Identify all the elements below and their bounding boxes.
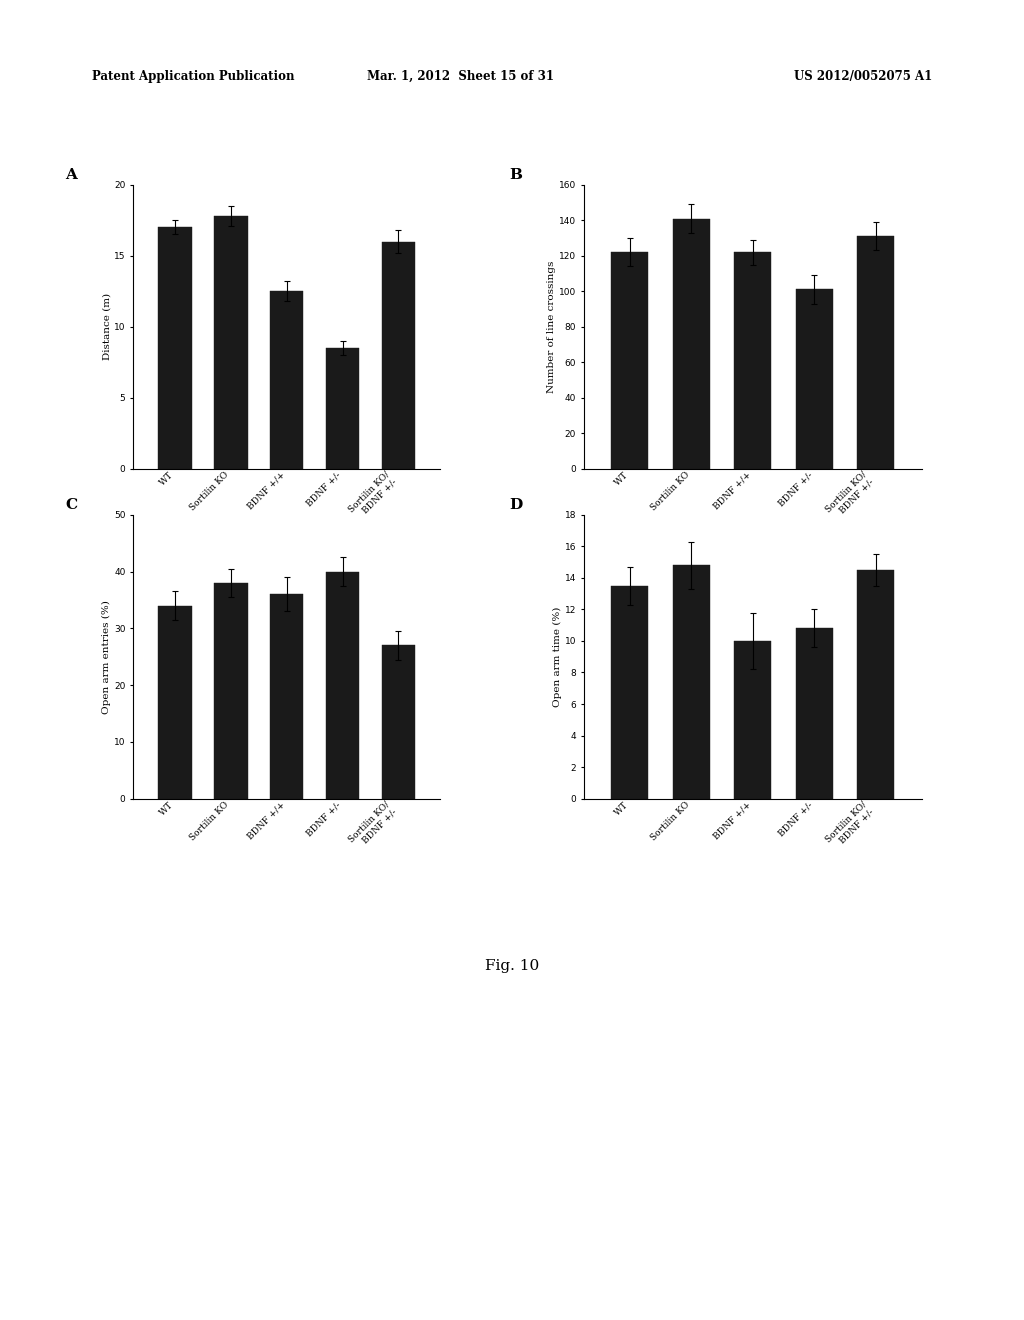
Bar	[734, 642, 771, 799]
Bar	[159, 606, 191, 799]
Bar	[270, 594, 303, 799]
Bar	[270, 292, 303, 469]
Bar	[673, 219, 710, 469]
Text: C: C	[66, 498, 78, 512]
Bar	[796, 628, 833, 799]
Bar	[673, 565, 710, 799]
Y-axis label: Number of line crossings: Number of line crossings	[547, 260, 556, 393]
Bar	[857, 236, 894, 469]
Bar	[159, 227, 191, 469]
Bar	[382, 242, 415, 469]
Bar	[214, 216, 248, 469]
Bar	[326, 572, 359, 799]
Y-axis label: Distance (m): Distance (m)	[102, 293, 112, 360]
Text: Fig. 10: Fig. 10	[485, 960, 539, 973]
Bar	[796, 289, 833, 469]
Bar	[857, 570, 894, 799]
Y-axis label: Open arm entries (%): Open arm entries (%)	[102, 599, 112, 714]
Bar	[382, 645, 415, 799]
Text: B: B	[509, 168, 522, 182]
Bar	[734, 252, 771, 469]
Bar	[611, 252, 648, 469]
Bar	[214, 583, 248, 799]
Text: Mar. 1, 2012  Sheet 15 of 31: Mar. 1, 2012 Sheet 15 of 31	[368, 70, 554, 83]
Bar	[326, 348, 359, 469]
Y-axis label: Open arm time (%): Open arm time (%)	[553, 606, 562, 708]
Text: A: A	[66, 168, 78, 182]
Text: D: D	[509, 498, 522, 512]
Text: Patent Application Publication: Patent Application Publication	[92, 70, 295, 83]
Text: US 2012/0052075 A1: US 2012/0052075 A1	[794, 70, 932, 83]
Bar	[611, 586, 648, 799]
